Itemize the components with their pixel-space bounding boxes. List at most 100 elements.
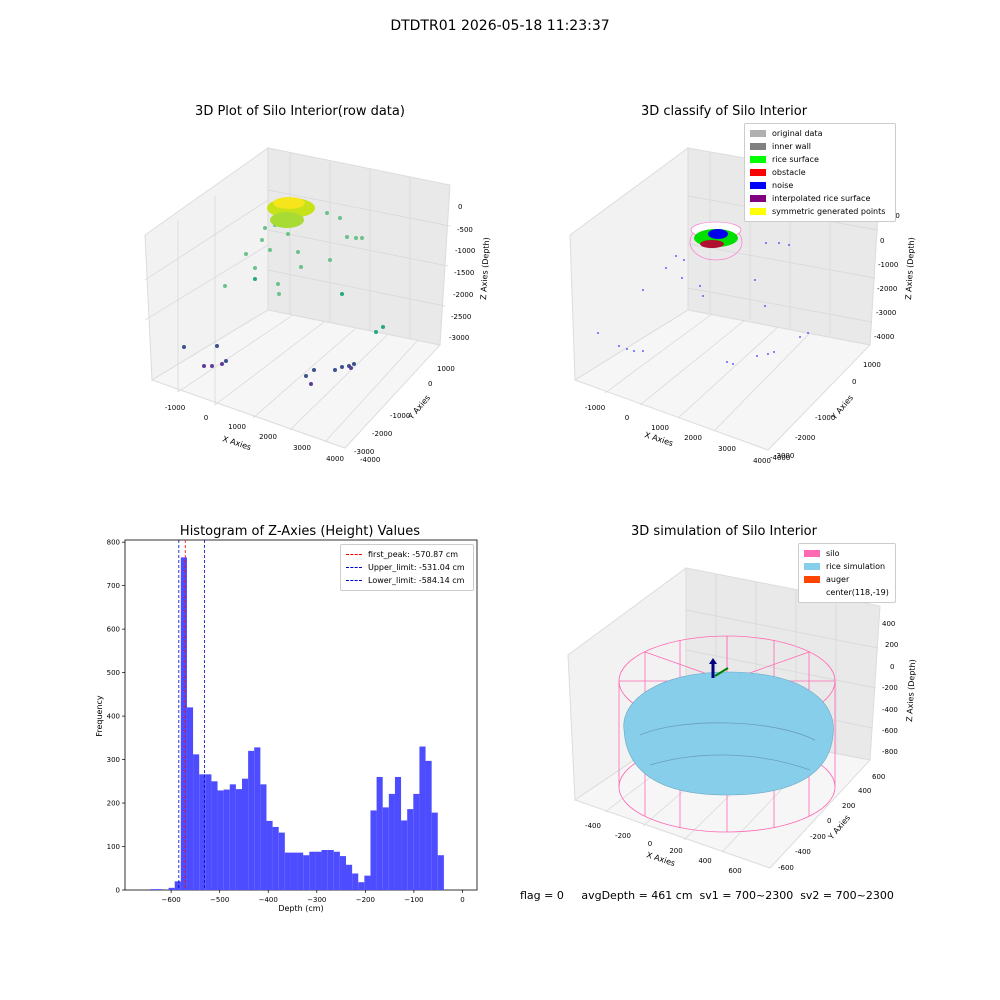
histogram-bar bbox=[235, 789, 243, 890]
raw-ylabel: Y Axies bbox=[406, 393, 432, 422]
sim-xtick: -200 bbox=[615, 832, 631, 840]
sim-ytick: -600 bbox=[778, 864, 794, 872]
legend-label: Lower_limit: -584.14 cm bbox=[368, 576, 465, 585]
sim-zlabel: Z Axies (Depth) bbox=[905, 659, 917, 722]
histogram-bar bbox=[248, 750, 255, 890]
raw-xtick: 4000 bbox=[326, 455, 344, 463]
legend-swatch bbox=[804, 576, 820, 583]
raw-ytick: 1000 bbox=[437, 365, 455, 373]
figure-title: DTDTR01 2026-05-18 11:23:37 bbox=[390, 18, 610, 34]
sim-ytick: -400 bbox=[795, 848, 811, 856]
classify-ztick: -4000 bbox=[874, 333, 894, 341]
sim-ytick: 600 bbox=[872, 773, 885, 781]
legend-label: interpolated rice surface bbox=[772, 194, 871, 203]
histogram-xtick-label: −400 bbox=[259, 896, 278, 904]
histogram-bar bbox=[388, 793, 395, 890]
histogram-bar bbox=[180, 557, 187, 890]
histogram-title: Histogram of Z-Axies (Height) Values bbox=[179, 524, 421, 539]
raw-ztick: -500 bbox=[457, 226, 473, 234]
histogram-bar bbox=[437, 855, 444, 890]
histogram-xtick-label: −500 bbox=[210, 896, 229, 904]
histogram-bar bbox=[260, 784, 267, 890]
raw-plot-title: 3D Plot of Silo Interior(row data) bbox=[195, 104, 405, 119]
classify-xtick: -1000 bbox=[585, 404, 605, 412]
legend-entry: interpolated rice surface bbox=[750, 192, 890, 205]
raw-x-ticks: -1000 0 1000 2000 3000 4000 bbox=[165, 404, 344, 463]
histogram-xtick-label: 0 bbox=[460, 896, 464, 904]
histogram-bar bbox=[156, 889, 163, 890]
raw-xtick: 0 bbox=[204, 414, 208, 422]
legend-swatch bbox=[750, 143, 766, 150]
legend-swatch bbox=[750, 130, 766, 137]
histogram-ytick-label: 400 bbox=[107, 713, 120, 721]
raw-xlabel: X Axies bbox=[221, 434, 252, 452]
legend-label: noise bbox=[772, 181, 794, 190]
classify-xlabel: X Axies bbox=[643, 430, 674, 448]
histogram-bar bbox=[278, 832, 285, 890]
histogram-bar bbox=[364, 875, 371, 890]
histogram-bar bbox=[419, 746, 426, 890]
legend-entry: obstacle bbox=[750, 166, 890, 179]
sim-ytick: -200 bbox=[810, 833, 826, 841]
sim-xtick: 200 bbox=[669, 847, 682, 855]
classify-ytick: -3000 bbox=[774, 452, 794, 460]
histogram-reference-lines bbox=[178, 540, 206, 890]
histogram-bar bbox=[211, 781, 218, 890]
histogram-bar bbox=[431, 812, 438, 890]
legend-entry: first_peak: -570.87 cm bbox=[346, 548, 468, 561]
histogram-bar bbox=[407, 809, 414, 890]
histogram-bar bbox=[229, 784, 236, 890]
legend-label: first_peak: -570.87 cm bbox=[368, 550, 459, 559]
histogram-bar bbox=[382, 807, 389, 890]
histogram-bar bbox=[272, 826, 279, 890]
legend-label: Upper_limit: -531.04 cm bbox=[368, 563, 465, 572]
silo-wireframe bbox=[618, 635, 836, 833]
raw-ytick: -3000 bbox=[354, 448, 374, 456]
classify-xtick: 4000 bbox=[753, 457, 771, 465]
histogram-ylabel: Frequency bbox=[95, 695, 104, 737]
histogram-bar bbox=[309, 851, 316, 890]
histogram-bars bbox=[150, 557, 444, 890]
histogram-ytick-label: 800 bbox=[107, 539, 120, 547]
histogram-bar bbox=[327, 850, 334, 890]
histogram-bar bbox=[321, 850, 328, 890]
legend-label: auger bbox=[826, 575, 850, 584]
classify-xtick: 2000 bbox=[684, 434, 702, 442]
histogram-bar bbox=[266, 820, 273, 890]
raw-y-ticks: 1000 0 -1000 -2000 -3000-4000 bbox=[354, 365, 455, 464]
sim-ztick: 200 bbox=[885, 641, 898, 649]
classify-ztick: -1000 bbox=[878, 261, 898, 269]
classify-ztick: -2000 bbox=[877, 285, 897, 293]
histogram-frame bbox=[124, 539, 478, 891]
legend-swatch bbox=[804, 589, 820, 596]
histogram-bar bbox=[358, 882, 365, 890]
classify-legend: original data inner wall rice surface ob… bbox=[744, 123, 896, 222]
histogram-bar bbox=[333, 851, 340, 890]
legend-swatch bbox=[750, 195, 766, 202]
raw-zlabel: Z Axies (Depth) bbox=[479, 237, 491, 300]
histogram-bar bbox=[254, 747, 261, 890]
raw-ytick: -1000 bbox=[390, 412, 410, 420]
legend-swatch bbox=[750, 182, 766, 189]
sim-ytick: 200 bbox=[842, 802, 855, 810]
legend-entry: Lower_limit: -584.14 cm bbox=[346, 574, 468, 587]
histogram-y-ticks: 0 100 200 300 400 500 600 700 800 bbox=[107, 539, 125, 895]
simulation-legend: silo rice simulation auger center(118,-1… bbox=[798, 543, 896, 603]
histogram-bar bbox=[394, 776, 402, 890]
simulation-plot-title: 3D simulation of Silo Interior bbox=[631, 524, 817, 539]
sim-xtick: 600 bbox=[728, 867, 741, 875]
classify-ytick: 0 bbox=[852, 378, 856, 386]
sim-ztick: 0 bbox=[890, 663, 894, 671]
classify-ytick: -4000 bbox=[770, 454, 790, 462]
histogram-legend: first_peak: -570.87 cm Upper_limit: -531… bbox=[340, 544, 474, 591]
rice-surface bbox=[623, 671, 834, 796]
histogram-bar bbox=[193, 754, 200, 890]
classify-ztick: -3000 bbox=[876, 309, 896, 317]
legend-label: rice surface bbox=[772, 155, 819, 164]
histogram-bar bbox=[205, 774, 212, 890]
sim-xtick: 400 bbox=[698, 857, 711, 865]
histogram-ytick-label: 700 bbox=[107, 582, 120, 590]
legend-label: obstacle bbox=[772, 168, 806, 177]
legend-label: center(118,-19) bbox=[826, 588, 889, 597]
histogram-bar bbox=[315, 851, 322, 890]
